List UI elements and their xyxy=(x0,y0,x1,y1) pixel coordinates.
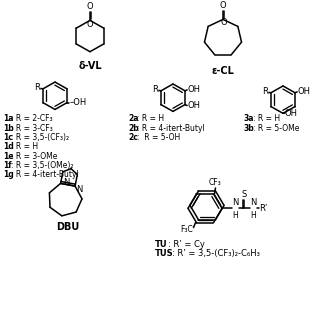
Text: : R = 4-itert-Butyl: : R = 4-itert-Butyl xyxy=(137,124,205,133)
Text: : R = 4-itert-Butyl: : R = 4-itert-Butyl xyxy=(11,170,79,179)
Text: OH: OH xyxy=(285,109,298,118)
Text: 2c: 2c xyxy=(128,133,138,142)
Text: : R = H: : R = H xyxy=(253,114,280,123)
Text: 1g: 1g xyxy=(3,170,14,179)
Text: 1d: 1d xyxy=(3,142,14,151)
Text: N: N xyxy=(250,198,257,207)
Text: F₃C: F₃C xyxy=(181,225,194,234)
Text: : R’ = Cy: : R’ = Cy xyxy=(168,240,205,249)
Text: 1a: 1a xyxy=(3,114,14,123)
Text: 1b: 1b xyxy=(3,124,14,133)
Text: R: R xyxy=(34,84,40,92)
Text: TU: TU xyxy=(155,240,167,249)
Text: N: N xyxy=(76,185,82,193)
Text: H: H xyxy=(250,211,256,220)
Text: CF₃: CF₃ xyxy=(209,178,222,187)
Text: O: O xyxy=(220,18,227,28)
Text: : R = 5-OMe: : R = 5-OMe xyxy=(253,124,299,133)
Text: 1e: 1e xyxy=(3,151,14,161)
Text: 3a: 3a xyxy=(244,114,255,123)
Text: 1c: 1c xyxy=(3,133,13,142)
Text: : R = H: : R = H xyxy=(11,142,38,151)
Text: O: O xyxy=(87,20,93,29)
Text: OH: OH xyxy=(297,87,310,96)
Text: 2b: 2b xyxy=(128,124,139,133)
Text: :  R = 5-OH: : R = 5-OH xyxy=(137,133,180,142)
Text: TUS: TUS xyxy=(155,249,174,259)
Text: OH: OH xyxy=(187,85,200,95)
Text: : R = 3,5-(CF₃)₂: : R = 3,5-(CF₃)₂ xyxy=(11,133,69,142)
Text: R: R xyxy=(152,85,158,95)
Text: –OH: –OH xyxy=(69,98,86,107)
Text: : R’ = 3,5-(CF₃)₂-C₆H₃: : R’ = 3,5-(CF₃)₂-C₆H₃ xyxy=(172,249,260,259)
Text: S: S xyxy=(241,189,247,198)
Text: O: O xyxy=(87,2,93,11)
Text: O: O xyxy=(220,1,226,10)
Text: : R = 2-CF₃: : R = 2-CF₃ xyxy=(11,114,53,123)
Text: OH: OH xyxy=(187,101,200,110)
Text: : R = H: : R = H xyxy=(137,114,164,123)
Text: 1f: 1f xyxy=(3,161,12,170)
Text: 2a: 2a xyxy=(128,114,138,123)
Text: 3b: 3b xyxy=(244,124,255,133)
Text: R’: R’ xyxy=(259,204,267,213)
Text: N: N xyxy=(64,178,70,187)
Text: ε-CL: ε-CL xyxy=(212,66,234,76)
Text: H: H xyxy=(232,211,238,220)
Text: N: N xyxy=(232,198,238,207)
Text: R: R xyxy=(262,87,268,96)
Text: : R = 3-OMe: : R = 3-OMe xyxy=(11,151,57,161)
Text: : R = 3-CF₃: : R = 3-CF₃ xyxy=(11,124,53,133)
Text: DBU: DBU xyxy=(56,222,80,232)
Text: : R = 3,5-(OMe)₂: : R = 3,5-(OMe)₂ xyxy=(11,161,73,170)
Text: δ-VL: δ-VL xyxy=(78,61,102,71)
